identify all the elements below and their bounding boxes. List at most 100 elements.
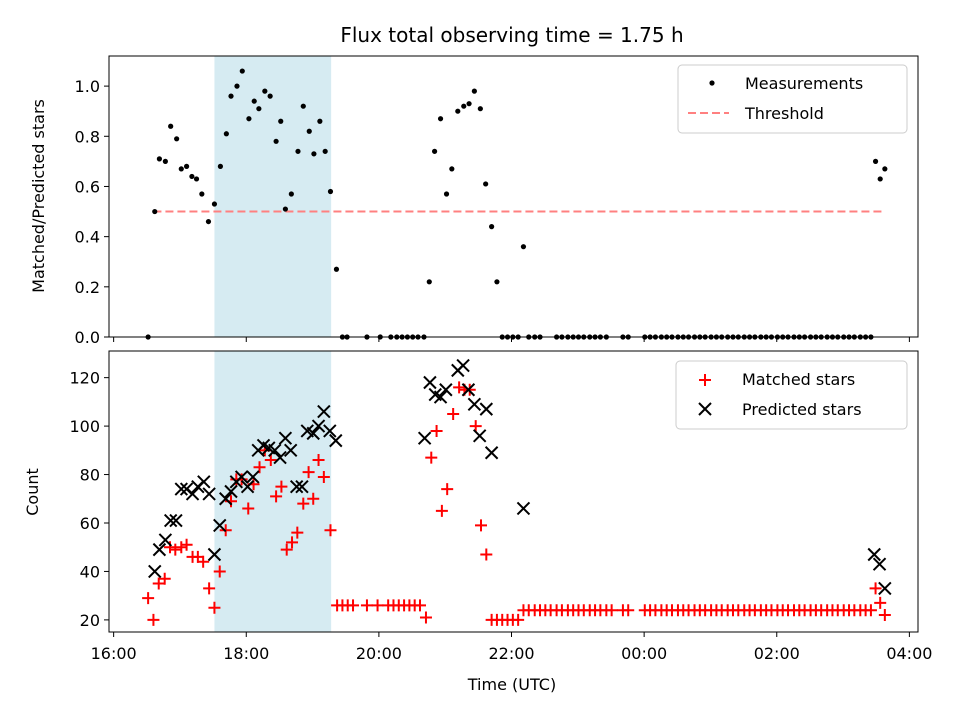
matched-star-point: [264, 454, 277, 467]
measurement-point: [317, 118, 323, 124]
top-y-ticks: 0.0 0.2 0.4 0.6 0.8 1.0: [75, 77, 109, 347]
measurement-point: [489, 224, 495, 230]
matched-star-point: [280, 543, 293, 556]
predicted-star-point: [467, 397, 482, 412]
x-axis-label: Time (UTC): [467, 675, 556, 694]
predicted-star-point: [278, 431, 293, 445]
measurement-point: [256, 106, 262, 112]
matched-star-point: [864, 604, 877, 617]
predicted-star-point: [306, 426, 320, 441]
measurement-point: [471, 88, 477, 94]
x-tick-label: 02:00: [754, 644, 800, 663]
top-panel: 0.0 0.2 0.4 0.6 0.8 1.0 Matched/Predicted sta…: [29, 55, 919, 347]
matched-star-point: [317, 470, 330, 483]
matched-stars-series: [142, 381, 891, 626]
matched-star-point: [453, 381, 466, 394]
top-highlight-span: [214, 56, 332, 337]
measurement-point: [174, 136, 180, 142]
top-plot-frame: [108, 55, 919, 338]
predicted-star-point: [283, 443, 298, 458]
legend-measurements-label: Measurements: [745, 74, 863, 93]
matched-star-point: [419, 611, 432, 624]
matched-star-point: [414, 599, 427, 612]
measurement-point: [152, 208, 158, 215]
predicted-star-point: [516, 501, 531, 516]
predicted-stars-series: [148, 358, 892, 596]
measurement-point: [311, 151, 317, 157]
matched-star-point: [203, 582, 216, 595]
matched-star-point: [302, 466, 315, 479]
predicted-star-point: [329, 433, 343, 448]
predicted-star-point: [246, 470, 260, 484]
top-y-tick-label: 0.0: [75, 328, 100, 347]
x-tick-label: 22:00: [488, 644, 534, 663]
predicted-star-point: [268, 443, 282, 458]
measurement-point: [183, 163, 190, 169]
measurement-point: [443, 191, 450, 197]
measurement-point: [205, 218, 212, 225]
predicted-star-point: [295, 479, 309, 494]
measurement-point: [333, 266, 340, 272]
matched-star-point: [605, 604, 618, 617]
bottom-highlight-span: [214, 351, 332, 632]
legend-predicted-label: Predicted stars: [742, 400, 862, 419]
legend-measurements-marker: [709, 80, 715, 86]
measurement-point: [437, 116, 444, 122]
matched-star-point: [874, 596, 887, 609]
legend-predicted-marker: [698, 402, 712, 416]
matched-star-point: [175, 541, 188, 554]
measurement-point: [211, 201, 218, 207]
measurement-point: [267, 93, 273, 99]
matched-star-point: [275, 480, 288, 493]
measurement-point: [877, 176, 883, 182]
x-tick-label: 18:00: [223, 644, 269, 663]
predicted-star-point: [174, 482, 188, 496]
measurement-point: [426, 279, 432, 285]
predicted-star-point: [317, 404, 331, 419]
top-y-tick-label: 1.0: [75, 77, 100, 96]
bottom-y-axis-label: Count: [23, 468, 42, 516]
measurement-point: [483, 181, 489, 187]
bottom-panel: 20 40 60 80 100 120 16:00 18:00 20:00 22:00 00:00…: [23, 350, 932, 694]
predicted-star-point: [148, 564, 162, 579]
matched-star-point: [622, 604, 635, 617]
predicted-star-point: [433, 390, 448, 404]
predicted-star-point: [878, 581, 892, 596]
measurement-point: [193, 176, 200, 182]
measurement-point: [162, 158, 168, 164]
measurement-point: [223, 131, 229, 137]
measurement-point: [199, 191, 205, 197]
matched-star-point: [208, 601, 221, 614]
measurement-point: [273, 138, 279, 144]
bottom-y-tick-label: 20: [80, 611, 100, 630]
predicted-star-point: [867, 547, 881, 562]
measurement-point: [461, 103, 467, 109]
measurement-point: [178, 166, 184, 172]
measurement-point: [156, 156, 162, 162]
measurement-point: [882, 166, 888, 172]
measurement-point: [431, 148, 438, 154]
predicted-star-point: [439, 383, 453, 397]
bottom-legend: Matched stars Predicted stars: [675, 360, 908, 430]
matched-star-point: [512, 613, 525, 626]
matched-star-point: [324, 524, 337, 537]
measurement-point: [234, 83, 240, 89]
predicted-star-point: [224, 484, 238, 499]
predicted-star-point: [479, 402, 494, 416]
predicted-star-point: [163, 513, 178, 528]
measurement-point: [477, 106, 483, 112]
chart-title: Flux total observing time = 1.75 h: [340, 23, 683, 47]
measurement-point: [494, 279, 500, 285]
top-legend: Measurements Threshold: [677, 64, 908, 134]
bottom-x-ticks: 16:00 18:00 20:00 22:00 00:00 02:00 04:00: [91, 632, 932, 663]
matched-star-point: [270, 490, 283, 503]
top-y-tick-label: 0.8: [75, 127, 100, 146]
measurement-point: [449, 166, 455, 172]
matched-star-point: [158, 572, 171, 585]
legend-matched-marker: [699, 374, 711, 386]
predicted-star-point: [169, 513, 183, 528]
matched-star-point: [253, 461, 266, 474]
measurement-point: [262, 88, 268, 94]
measurement-point: [189, 173, 195, 180]
